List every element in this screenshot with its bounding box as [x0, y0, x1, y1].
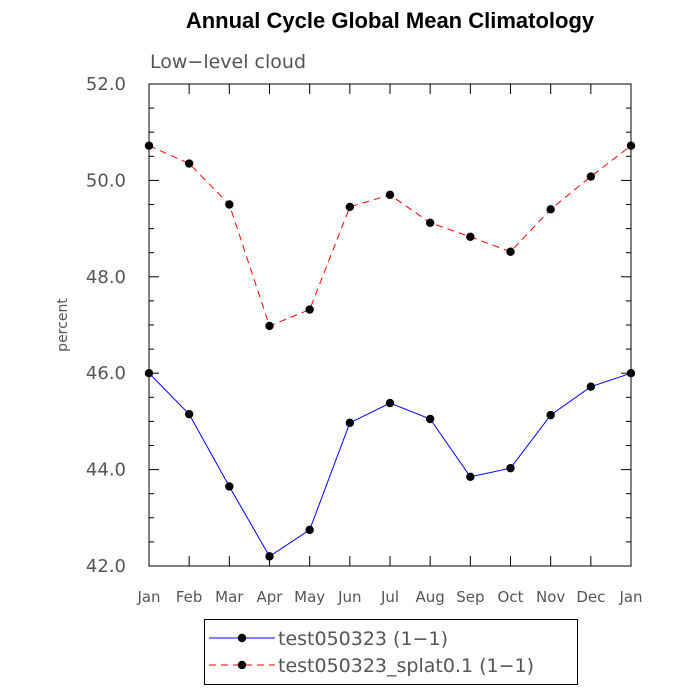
series-line-2	[148, 145, 632, 327]
x-tick-label: Aug	[416, 588, 445, 606]
x-tick-label: Jan	[136, 588, 160, 606]
series-2-point	[586, 172, 596, 181]
series-2-point	[506, 247, 515, 256]
series-2-point	[466, 232, 475, 241]
series-2-point	[144, 141, 154, 150]
series-1-point	[546, 410, 555, 420]
x-tick-label: Feb	[176, 588, 203, 606]
y-tick-label: 50.0	[86, 170, 126, 191]
legend-entries: test050323 (1−1) test050323_splat0.1 (1−1…	[209, 628, 534, 677]
y-tick-label: 48.0	[86, 267, 126, 288]
series-1-point	[305, 525, 314, 535]
x-tick-label: Jul	[380, 588, 399, 606]
x-tick-label: Nov	[536, 588, 565, 606]
series-1-point	[626, 369, 636, 378]
legend-marker-1	[237, 633, 247, 643]
series-2-point	[345, 202, 355, 212]
legend-label-1: test050323 (1−1)	[278, 628, 448, 650]
chart-title: Annual Cycle Global Mean Climatology	[185, 8, 595, 33]
series-1-point	[184, 409, 194, 419]
line-chart: Low−level cloud 42.0 44.0 46.0 48.0 50.0 52.0 J…	[55, 51, 643, 606]
series-2-point	[626, 141, 636, 150]
series-1-point	[425, 414, 435, 424]
y-tick-label: 42.0	[86, 556, 126, 577]
series-1-point	[265, 552, 274, 561]
x-tick-label: Dec	[576, 588, 605, 606]
y-tick-label: 46.0	[86, 363, 126, 384]
series-1-point	[225, 482, 234, 491]
series-2-point	[546, 205, 555, 214]
series-1-point	[506, 463, 515, 473]
series-2-point	[305, 305, 314, 314]
series-1-point	[144, 369, 154, 378]
series-1-point	[345, 418, 355, 428]
chart-subtitle: Low−level cloud	[150, 51, 306, 73]
series-2-point	[265, 321, 274, 331]
y-tick-label: 44.0	[86, 460, 126, 481]
y-axis-label: percent	[55, 298, 71, 352]
y-tick-label: 52.0	[86, 74, 126, 95]
legend: test050323 (1−1) test050323_splat0.1 (1−1…	[204, 619, 578, 685]
series-2-point	[184, 159, 194, 168]
x-tick-label: Apr	[257, 588, 284, 606]
series-2-point	[385, 190, 395, 200]
legend-label-2: test050323_splat0.1 (1−1)	[278, 655, 534, 677]
series-1-point	[466, 472, 475, 482]
series-1-point	[385, 398, 395, 408]
legend-marker-2	[237, 660, 247, 670]
plot-frame	[148, 83, 632, 567]
x-tick-label: Mar	[215, 588, 244, 606]
series-2-point	[425, 218, 435, 228]
x-tick-label: May	[294, 588, 325, 606]
x-tick-label: Sep	[456, 588, 484, 606]
series-1-point	[586, 382, 596, 391]
x-tick-label: Oct	[498, 588, 524, 606]
series-2-point	[225, 200, 234, 209]
x-tick-label: Jan	[618, 588, 642, 606]
x-tick-label: Jun	[337, 588, 361, 606]
